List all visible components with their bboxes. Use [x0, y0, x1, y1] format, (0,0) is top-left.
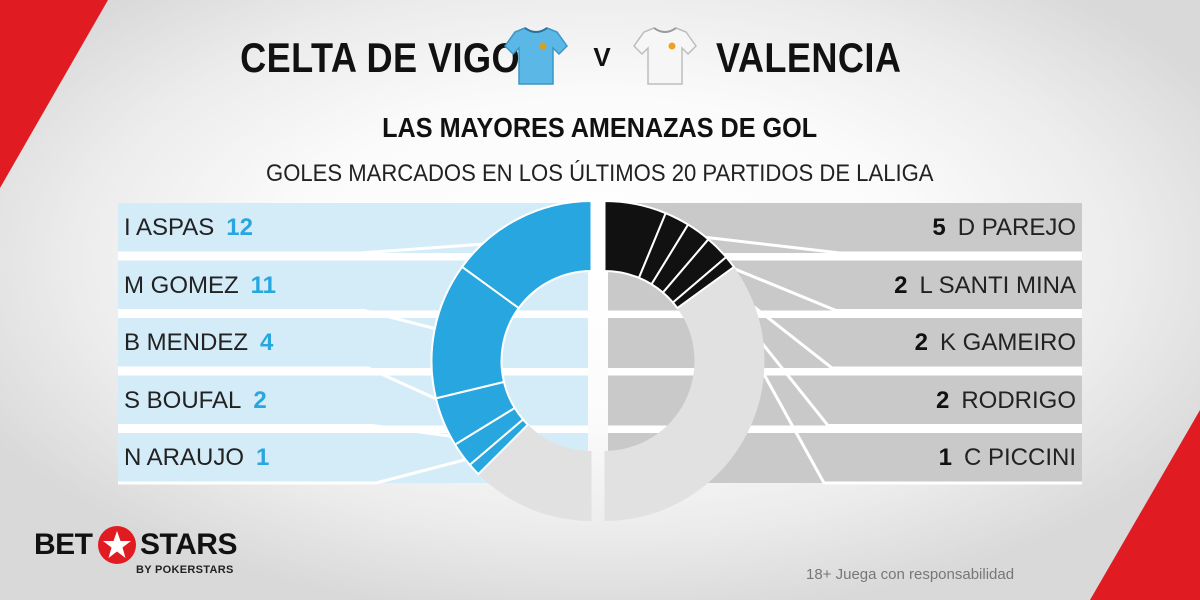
row-separator [118, 253, 588, 261]
home-connector [118, 451, 493, 485]
away-shirt-icon [633, 27, 697, 85]
player-name: B MENDEZ [124, 329, 249, 356]
away-player-row: 2 L SANTI MINA [894, 261, 1076, 311]
home-player-row: I ASPAS 12 [124, 203, 253, 253]
headline-text: LAS MAYORES AMENAZAS DE GOL [382, 112, 818, 143]
away-player-row: 2 K GAMEIRO [915, 318, 1076, 368]
player-goals: 1 [256, 444, 270, 471]
chart-headline: LAS MAYORES AMENAZAS DE GOL [0, 112, 1200, 144]
player-goals: 2 [914, 329, 928, 356]
player-goals: 2 [894, 271, 908, 299]
player-name: RODRIGO [961, 386, 1076, 414]
player-goals: 4 [260, 329, 274, 356]
away-slice [671, 255, 736, 310]
versus-label: V [593, 42, 611, 72]
row-separator [118, 425, 588, 433]
player-name: D PAREJO [957, 214, 1076, 241]
home-connector [118, 366, 468, 415]
away-remainder-ring [604, 201, 765, 521]
away-player-row: 1 C PICCINI [939, 433, 1076, 483]
corner-top-left [0, 0, 108, 188]
logo-text-bet: BET [34, 528, 93, 561]
red-star-icon [98, 526, 136, 564]
home-player-row: S BOUFAL 2 [124, 376, 267, 426]
home-connector [118, 239, 531, 255]
betstars-logo: BET STARS BY POKERSTARS [34, 526, 237, 588]
row-separator [608, 310, 1082, 318]
player-goals: 11 [250, 271, 277, 299]
home-shirt-icon [504, 27, 568, 85]
player-goals: 2 [253, 386, 267, 414]
player-name: I ASPAS [124, 214, 215, 241]
home-connector [118, 424, 483, 442]
home-player-row: M GOMEZ 11 [124, 261, 276, 311]
row-separator [608, 368, 1082, 376]
home-slice [468, 418, 530, 476]
away-player-row: 5 D PAREJO [932, 203, 1076, 253]
subheadline-text: GOLES MARCADOS EN LOS ÚLTIMOS 20 PARTIDO… [266, 160, 934, 187]
player-name: S BOUFAL [124, 386, 242, 414]
away-team-name: VALENCIA [716, 34, 902, 81]
player-name: C PICCINI [963, 444, 1076, 471]
home-team-name: CELTA DE VIGO [240, 34, 520, 81]
player-goals: 5 [932, 214, 946, 241]
row-separator [608, 425, 1082, 433]
responsible-gaming-disclaimer: 18+ Juega con responsabilidad [806, 566, 1015, 583]
row-separator [118, 310, 588, 318]
row-separator [608, 253, 1082, 261]
player-name: K GAMEIRO [939, 329, 1076, 356]
player-name: M GOMEZ [124, 271, 239, 299]
logo-text-stars: STARS [140, 528, 237, 561]
home-connector [118, 309, 460, 337]
player-goals: 12 [226, 214, 253, 241]
chart-subheadline: GOLES MARCADOS EN LOS ÚLTIMOS 20 PARTIDO… [0, 160, 1200, 188]
player-name: N ARAUJO [124, 444, 245, 471]
away-player-row: 2 RODRIGO [936, 376, 1076, 426]
home-player-row: N ARAUJO 1 [124, 433, 269, 483]
row-separator [118, 368, 588, 376]
logo-byline: BY POKERSTARS [136, 564, 234, 576]
player-name: L SANTI MINA [919, 271, 1076, 299]
player-goals: 1 [938, 444, 952, 471]
donut-slices [430, 199, 765, 521]
player-goals: 2 [935, 386, 950, 414]
home-player-row: B MENDEZ 4 [124, 318, 273, 368]
corner-bottom-right [1090, 410, 1200, 600]
